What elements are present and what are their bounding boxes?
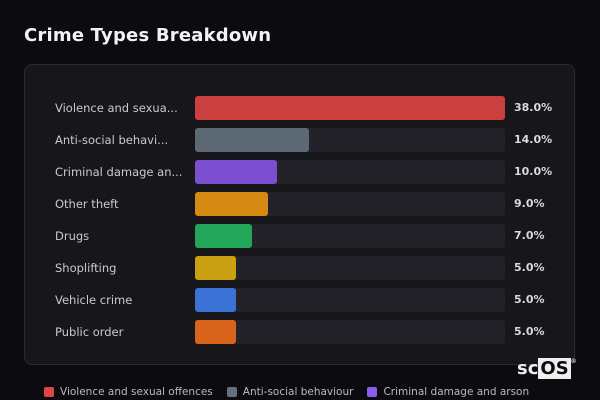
bar-track [195, 288, 505, 312]
logo: sc OS ® [517, 358, 577, 379]
bar-row: Criminal damage an... 10.0% [25, 160, 574, 184]
bar [195, 128, 310, 152]
bar-track [195, 256, 505, 280]
category-label: Vehicle crime [55, 293, 133, 307]
bar-row: Shoplifting 5.0% [25, 256, 574, 280]
bar-track [195, 128, 505, 152]
legend-swatch [226, 387, 237, 397]
legend-item: Criminal damage and arson [367, 386, 529, 398]
bar [195, 224, 253, 248]
value-label: 10.0% [514, 165, 553, 178]
value-label: 5.0% [514, 325, 545, 338]
category-label: Drugs [55, 229, 90, 243]
category-label: Other theft [55, 197, 119, 211]
bar [195, 320, 236, 344]
bar [195, 192, 269, 216]
chart-title: Crime Types Breakdown [24, 25, 272, 46]
bar [195, 256, 236, 280]
legend-item: Violence and sexual offences [44, 386, 213, 398]
bar-track [195, 192, 505, 216]
category-label: Public order [55, 325, 124, 339]
bar-row: Vehicle crime 5.0% [25, 288, 574, 312]
bar-track [195, 96, 505, 120]
value-label: 5.0% [514, 293, 545, 306]
bar-row: Violence and sexua... 38.0% [25, 96, 574, 120]
value-label: 38.0% [514, 101, 553, 114]
value-label: 5.0% [514, 261, 545, 274]
category-label: Anti-social behavi... [55, 133, 169, 147]
chart-card: Violence and sexua... 38.0% Anti-social b… [24, 64, 575, 365]
bar-row: Anti-social behavi... 14.0% [25, 128, 574, 152]
bar [195, 96, 505, 120]
category-label: Criminal damage an... [55, 165, 183, 179]
bar-row: Drugs 7.0% [25, 224, 574, 248]
legend-swatch [44, 387, 54, 397]
bar [195, 160, 277, 184]
legend: Violence and sexual offences Anti-social … [44, 386, 529, 398]
bar-track [195, 320, 505, 344]
legend-label: Violence and sexual offences [60, 386, 213, 398]
bar-row: Public order 5.0% [25, 320, 574, 344]
category-label: Shoplifting [55, 261, 117, 275]
bar-track [195, 160, 505, 184]
category-label: Violence and sexua... [55, 101, 178, 115]
value-label: 9.0% [514, 197, 545, 210]
legend-label: Criminal damage and arson [383, 386, 530, 398]
legend-item: Anti-social behaviour [226, 386, 354, 398]
value-label: 7.0% [514, 229, 545, 242]
legend-swatch [367, 387, 378, 397]
bar [195, 288, 236, 312]
value-label: 14.0% [514, 133, 553, 146]
bar-row: Other theft 9.0% [25, 192, 574, 216]
legend-label: Anti-social behaviour [242, 386, 354, 398]
bar-track [195, 224, 505, 248]
